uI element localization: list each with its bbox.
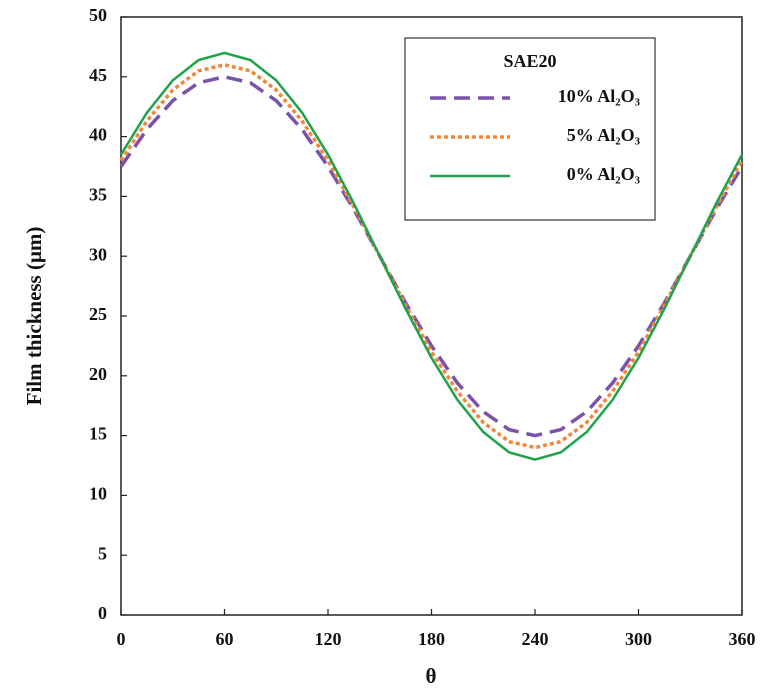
series-line (119, 51, 744, 461)
y-tick-label: 15 (89, 424, 107, 444)
legend-label: 5% Al₂O₃ (567, 125, 641, 145)
y-tick-label: 35 (89, 185, 107, 205)
legend-label: 10% Al₂O₃ (558, 86, 641, 106)
x-tick-label: 0 (117, 629, 126, 649)
y-tick-label: 30 (89, 244, 107, 264)
legend-label: 0% Al₂O₃ (567, 164, 641, 184)
y-tick-label: 50 (89, 5, 107, 25)
y-tick-label: 10 (89, 484, 107, 504)
x-tick-label: 240 (522, 629, 549, 649)
y-tick-label: 40 (89, 125, 107, 145)
x-axis-label: θ (426, 664, 437, 688)
series-line (119, 75, 744, 438)
y-tick-label: 0 (98, 603, 107, 623)
legend-title: SAE20 (503, 51, 556, 71)
x-tick-label: 360 (729, 629, 756, 649)
y-tick-label: 45 (89, 65, 107, 85)
x-tick-label: 300 (625, 629, 652, 649)
x-tick-label: 60 (216, 629, 234, 649)
y-axis-label: Film thickness (μm) (22, 227, 46, 406)
legend-box (404, 37, 656, 221)
y-tick-label: 5 (98, 543, 107, 563)
y-tick-label: 25 (89, 304, 107, 324)
y-tick-label: 20 (89, 364, 107, 384)
x-tick-label: 180 (418, 629, 445, 649)
x-tick-label: 120 (315, 629, 342, 649)
